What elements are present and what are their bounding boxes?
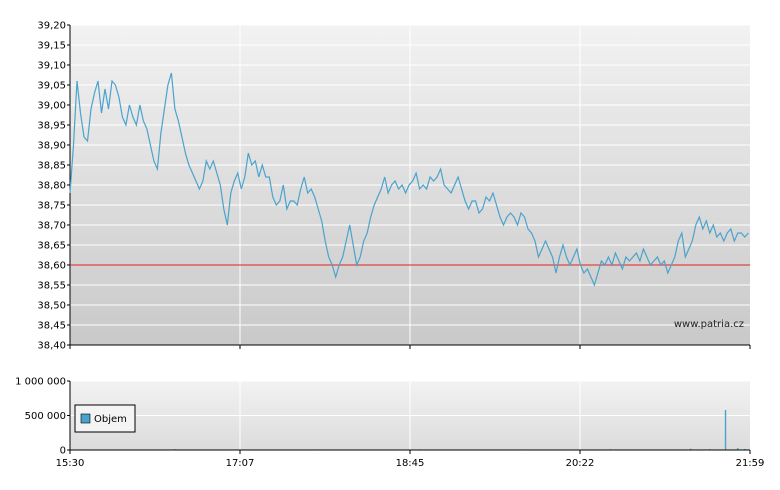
price-y-tick-label: 38,45 <box>37 321 66 332</box>
volume-y-tick-label: 0 <box>60 446 66 457</box>
volume-y-tick-label: 1 000 000 <box>15 377 66 388</box>
price-y-tick-label: 38,55 <box>37 281 66 292</box>
price-y-tick-label: 38,40 <box>37 341 66 352</box>
price-y-tick-label: 38,70 <box>37 221 66 232</box>
price-y-tick-label: 38,80 <box>37 181 66 192</box>
price-y-tick-label: 38,95 <box>37 121 66 132</box>
volume-legend: Objem <box>74 404 136 433</box>
x-tick-label: 17:07 <box>226 458 255 469</box>
price-y-tick-label: 38,75 <box>37 201 66 212</box>
volume-y-tick-label: 500 000 <box>25 411 66 422</box>
price-y-tick-label: 38,60 <box>37 261 66 272</box>
legend-swatch <box>80 413 91 424</box>
price-y-tick-label: 39,00 <box>37 101 66 112</box>
x-tick-label: 20:22 <box>566 458 595 469</box>
x-tick-label: 21:59 <box>736 458 765 469</box>
price-y-tick-label: 39,05 <box>37 81 66 92</box>
x-tick-label: 15:30 <box>56 458 85 469</box>
price-y-tick-label: 39,10 <box>37 61 66 72</box>
price-y-axis-labels: 39,20 39,15 39,10 39,05 39,00 38,95 38,90 38,85… <box>37 21 70 352</box>
price-y-tick-label: 38,65 <box>37 241 66 252</box>
x-tick-label: 18:45 <box>396 458 425 469</box>
legend-label: Objem <box>94 414 127 425</box>
price-series-line <box>69 72 749 287</box>
volume-y-axis-labels: 1 000 000 500 000 0 <box>15 377 70 457</box>
price-y-tick-label: 38,50 <box>37 301 66 312</box>
price-y-tick-label: 39,15 <box>37 41 66 52</box>
x-axis: 15:30 17:07 18:45 20:22 21:59 <box>56 450 765 469</box>
price-gridlines <box>69 24 751 349</box>
watermark-text: www.patria.cz <box>674 319 744 330</box>
price-y-tick-label: 38,85 <box>37 161 66 172</box>
price-y-tick-label: 38,90 <box>37 141 66 152</box>
price-y-tick-label: 39,20 <box>37 21 66 32</box>
